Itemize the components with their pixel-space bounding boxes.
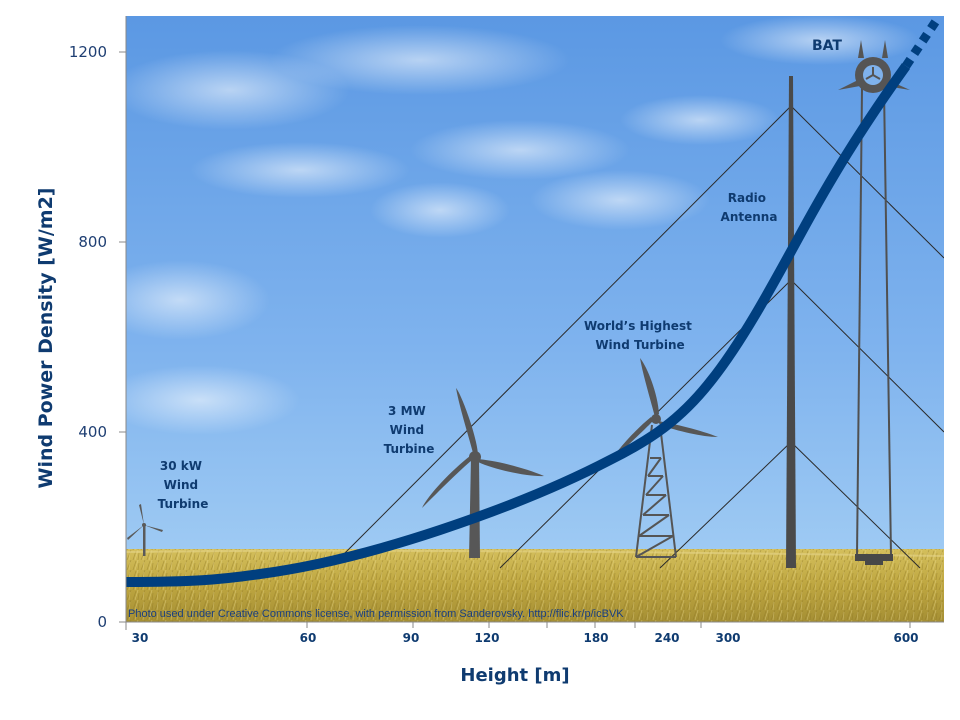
x-tick-label: 600 [893, 631, 918, 645]
clouds [126, 16, 920, 435]
wind-power-curve [126, 63, 911, 587]
annotations: 30 kW Wind Turbine 3 MW Wind Turbine Wor… [158, 38, 843, 511]
bat-airborne-turbine-icon [838, 40, 910, 565]
y-tick-label: 0 [97, 613, 107, 631]
x-tick-label: 180 [583, 631, 608, 645]
small-turbine-icon [127, 504, 163, 556]
label-3mw-turbine: 3 MW Wind Turbine [384, 404, 435, 456]
label-highest-turbine: World’s Highest Wind Turbine [584, 319, 696, 352]
y-tick-label: 800 [78, 233, 107, 251]
x-tick-label: 30 [132, 631, 149, 645]
y-tick-label: 1200 [69, 43, 107, 61]
x-tick-label: 60 [300, 631, 317, 645]
x-axis: 30 60 90 120 180 240 300 600 [125, 621, 944, 645]
3mw-turbine-icon [422, 388, 544, 558]
x-tick-label: 120 [474, 631, 499, 645]
structures [127, 40, 944, 569]
label-30kw-turbine: 30 kW Wind Turbine [158, 459, 209, 511]
x-axis-title: Height [m] [460, 665, 569, 686]
label-bat: BAT [812, 38, 842, 54]
y-axis-title: Wind Power Density [W/m2] [35, 188, 57, 489]
y-tick-label: 400 [78, 423, 107, 441]
label-radio-antenna: Radio Antenna [721, 191, 778, 224]
background-photo [126, 16, 944, 622]
x-tick-label: 300 [715, 631, 740, 645]
y-axis: 1200 800 400 0 [69, 16, 127, 631]
x-tick-label: 240 [654, 631, 679, 645]
photo-credit: Photo used under Creative Commons licens… [128, 608, 624, 620]
x-tick-label: 90 [403, 631, 420, 645]
curve-extrapolation [902, 15, 942, 69]
radio-antenna-icon [786, 76, 796, 568]
